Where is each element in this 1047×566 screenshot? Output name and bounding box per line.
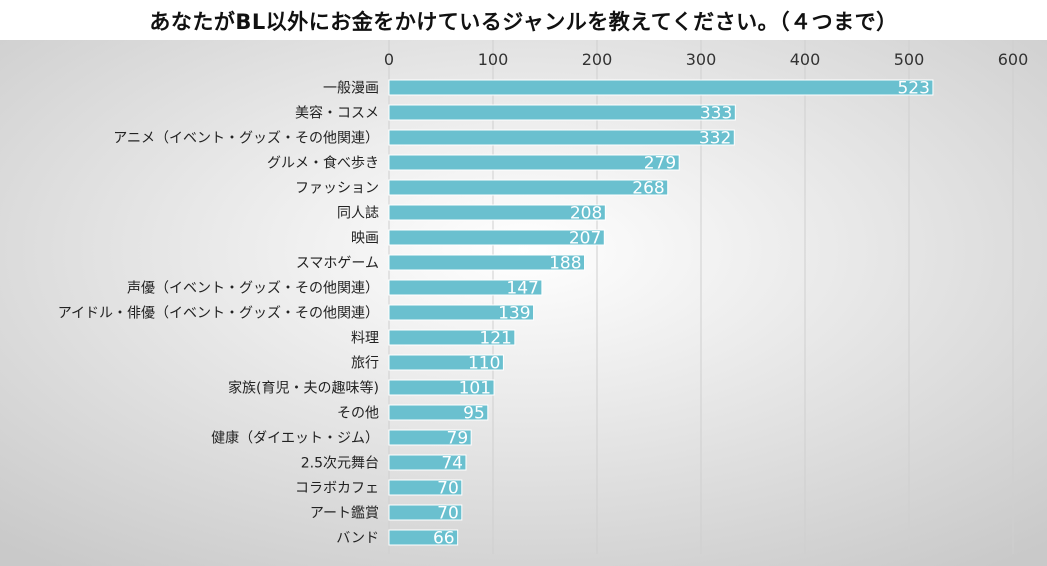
category-label: アニメ（イベント・グッズ・その他関連） bbox=[113, 131, 379, 147]
data-label: 70 bbox=[437, 504, 459, 524]
category-label: 一般漫画 bbox=[323, 81, 379, 97]
data-label: 208 bbox=[570, 204, 602, 224]
plot-background bbox=[0, 40, 1047, 566]
bar bbox=[388, 304, 535, 321]
x-tick-label: 100 bbox=[478, 50, 509, 69]
category-label: その他 bbox=[337, 406, 379, 422]
category-label: 同人誌 bbox=[337, 206, 379, 222]
category-label: コラボカフェ bbox=[295, 481, 379, 497]
category-label: 健康（ダイエット・ジム） bbox=[211, 430, 379, 447]
category-label: グルメ・食べ歩き bbox=[267, 155, 379, 172]
bar bbox=[388, 479, 463, 496]
bar bbox=[388, 79, 934, 96]
data-label: 333 bbox=[700, 104, 732, 124]
category-label: アイドル・俳優（イベント・グッズ・その他関連） bbox=[58, 306, 379, 322]
data-label: 523 bbox=[897, 79, 929, 99]
category-label: 声優（イベント・グッズ・その他関連） bbox=[127, 281, 379, 297]
bar bbox=[388, 104, 736, 121]
bar bbox=[388, 329, 516, 346]
data-label: 207 bbox=[569, 229, 601, 249]
bar bbox=[388, 229, 605, 246]
category-label: 料理 bbox=[351, 331, 379, 347]
data-label: 268 bbox=[632, 179, 664, 199]
x-tick-label: 400 bbox=[790, 50, 821, 69]
category-label: 映画 bbox=[351, 231, 379, 247]
x-tick-label: 500 bbox=[894, 50, 925, 69]
data-label: 110 bbox=[468, 354, 500, 374]
category-label: 旅行 bbox=[351, 356, 379, 372]
category-label: ファッション bbox=[295, 181, 379, 197]
bar bbox=[388, 454, 467, 471]
bar bbox=[388, 279, 543, 296]
category-label: 2.5次元舞台 bbox=[301, 456, 379, 472]
data-label: 79 bbox=[447, 429, 469, 449]
x-tick-label: 600 bbox=[998, 50, 1029, 69]
data-label: 139 bbox=[498, 304, 530, 324]
gridlines bbox=[388, 40, 1014, 554]
category-label: スマホゲーム bbox=[296, 256, 379, 272]
bar bbox=[388, 404, 489, 421]
x-tick-label: 0 bbox=[384, 50, 394, 69]
data-label: 101 bbox=[459, 379, 491, 399]
data-label: 279 bbox=[644, 154, 676, 174]
bars bbox=[388, 79, 934, 546]
data-label: 188 bbox=[549, 254, 581, 274]
category-label: 美容・コスメ bbox=[295, 105, 379, 122]
bar bbox=[388, 504, 463, 521]
x-axis-ticks: 0 100 200 300 400 500 600 bbox=[384, 50, 1028, 69]
bar bbox=[388, 529, 459, 546]
bar bbox=[388, 254, 586, 271]
bar bbox=[388, 429, 472, 446]
bar bbox=[388, 204, 606, 221]
bar-chart: 0 100 200 300 400 500 600 一般漫画美容・コスメアニメ（イベント・グ… bbox=[0, 40, 1047, 566]
bar bbox=[388, 154, 680, 171]
data-label: 66 bbox=[433, 529, 455, 549]
bar bbox=[388, 129, 735, 146]
category-label: バンド bbox=[336, 531, 379, 547]
category-label: 家族(育児・夫の趣味等) bbox=[228, 380, 379, 397]
data-label: 121 bbox=[479, 329, 511, 349]
x-tick-label: 200 bbox=[582, 50, 613, 69]
x-tick-label: 300 bbox=[686, 50, 717, 69]
data-label: 74 bbox=[441, 454, 463, 474]
bar bbox=[388, 379, 495, 396]
bar bbox=[388, 179, 669, 196]
data-label: 70 bbox=[437, 479, 459, 499]
bar bbox=[388, 354, 504, 371]
category-label: アート鑑賞 bbox=[310, 505, 379, 522]
data-labels: 523 333 332 279 268 208 207 188 147 139 121 110 101 9… bbox=[433, 79, 930, 549]
data-label: 147 bbox=[506, 279, 538, 299]
data-label: 332 bbox=[699, 129, 731, 149]
data-label: 95 bbox=[463, 404, 485, 424]
chart-title: あなたがBL以外にお金をかけているジャンルを教えてください。（４つまで） bbox=[149, 10, 898, 34]
